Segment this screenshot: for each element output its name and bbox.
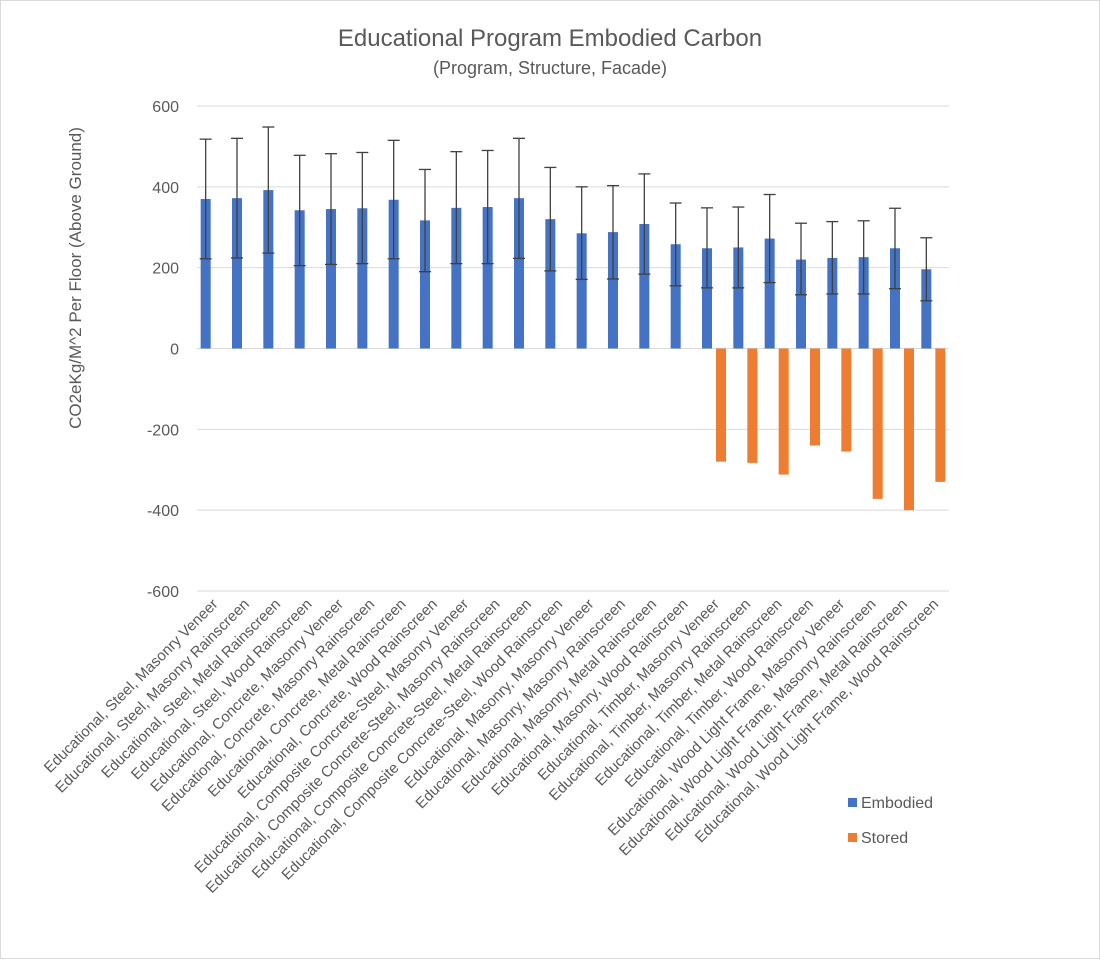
bar-embodied — [388, 199, 399, 349]
error-bar — [356, 151, 369, 265]
legend-label-embodied: Embodied — [861, 795, 933, 812]
x-axis-category-labels: Educational, Steel, Masonry VeneerEducat… — [41, 596, 942, 897]
bar-stored — [747, 348, 758, 463]
legend: Embodied Stored — [848, 795, 933, 847]
error-bar — [889, 207, 901, 290]
error-bar — [199, 138, 212, 260]
legend-label-stored: Stored — [861, 830, 908, 847]
bar-stored — [841, 348, 852, 452]
error-bar — [450, 151, 463, 265]
bar-stored — [872, 348, 883, 499]
bar-embodied — [357, 208, 368, 349]
bar-embodied — [796, 259, 806, 349]
error-bar — [231, 137, 243, 259]
error-bar — [419, 168, 431, 273]
bar-embodied — [702, 248, 712, 349]
y-axis-title: CO2eKg/M^2 Per Floor (Above Ground) — [66, 127, 85, 429]
error-bar — [481, 149, 494, 265]
bar-embodied — [232, 198, 242, 349]
y-tick-label: 0 — [170, 342, 179, 359]
bar-embodied — [514, 198, 524, 349]
bars — [200, 190, 946, 511]
chart-subtitle: (Program, Structure, Facade) — [433, 58, 667, 78]
bar-stored — [904, 348, 914, 511]
bar-embodied — [482, 207, 493, 349]
bar-embodied — [639, 224, 650, 349]
bar-embodied — [921, 269, 932, 349]
error-bars — [199, 126, 933, 302]
error-bar — [293, 154, 306, 267]
y-tick-label: -200 — [147, 422, 179, 439]
error-bar — [732, 206, 745, 289]
bar-embodied — [294, 210, 305, 349]
bar-embodied — [263, 190, 274, 349]
error-bar — [325, 153, 337, 266]
y-axis-ticks: 600 400 200 0 -200 -400 -600 — [147, 99, 179, 601]
bar-embodied — [608, 232, 618, 349]
bar-embodied — [858, 257, 869, 349]
bar-embodied — [326, 209, 336, 349]
bar-embodied — [890, 248, 900, 349]
error-bar — [544, 166, 557, 272]
error-bar — [575, 186, 588, 281]
error-bar — [387, 139, 400, 260]
error-bar — [607, 184, 619, 280]
bar-embodied — [576, 233, 587, 349]
error-bar — [638, 173, 651, 275]
error-bar — [826, 220, 839, 295]
legend-swatch-stored — [848, 833, 857, 842]
bar-embodied — [200, 198, 211, 349]
gridlines — [197, 105, 949, 592]
error-bar — [669, 202, 682, 287]
error-bar — [857, 220, 870, 295]
error-bar — [701, 207, 713, 289]
chart-title: Educational Program Embodied Carbon — [338, 25, 762, 52]
bar-stored — [778, 348, 789, 475]
bar-stored — [716, 348, 726, 462]
bar-stored — [810, 348, 820, 446]
y-tick-label: 600 — [152, 99, 179, 116]
error-bar — [262, 126, 275, 254]
y-tick-label: 400 — [152, 180, 179, 197]
bar-embodied — [545, 219, 556, 349]
bar-stored — [935, 348, 946, 482]
legend-swatch-embodied — [848, 798, 857, 807]
bar-embodied — [451, 207, 462, 349]
error-bar — [513, 137, 525, 260]
y-tick-label: 200 — [152, 261, 179, 278]
bar-embodied — [733, 247, 744, 349]
bar-embodied — [764, 238, 775, 349]
bar-embodied — [827, 257, 838, 349]
bar-embodied — [670, 244, 681, 349]
y-tick-label: -400 — [147, 503, 179, 520]
error-bar — [763, 193, 776, 284]
bar-embodied — [420, 220, 430, 349]
error-bar — [920, 237, 933, 302]
y-tick-label: -600 — [147, 584, 179, 601]
error-bar — [795, 222, 807, 296]
